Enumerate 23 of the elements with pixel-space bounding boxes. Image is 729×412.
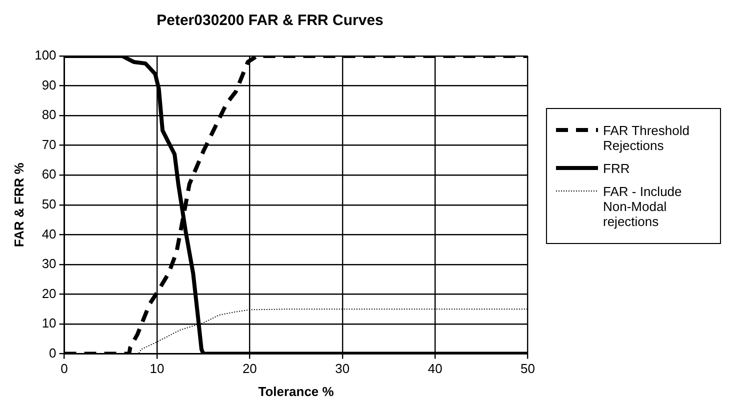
y-tick-label: 30	[42, 256, 56, 272]
y-tick-label: 50	[42, 196, 56, 212]
y-tick-label: 60	[42, 166, 56, 182]
y-tick-label: 20	[42, 286, 56, 301]
x-tick-label: 30	[335, 361, 350, 376]
y-tick-label: 90	[42, 77, 56, 92]
y-tick-label: 70	[42, 136, 56, 152]
x-tick-label: 40	[428, 361, 442, 376]
legend-label: FAR Threshold Rejections	[603, 123, 690, 153]
y-tick-label: 10	[42, 316, 56, 331]
y-tick-label: 100	[34, 48, 56, 63]
y-tick-label: 80	[42, 107, 56, 122]
x-tick-label: 10	[150, 361, 164, 376]
x-tick-label: 0	[60, 361, 68, 376]
y-tick-label: 0	[49, 345, 56, 360]
chart-title: Peter030200 FAR & FRR Curves	[156, 12, 384, 30]
x-tick-label: 50	[520, 361, 536, 376]
legend-label: FRR	[603, 161, 630, 176]
y-tick-label: 40	[42, 226, 56, 242]
y-axis-title: FAR & FRR %	[11, 162, 26, 248]
legend-label: FAR - Include Non-Modal rejections	[603, 184, 683, 229]
x-tick-label: 20	[242, 361, 257, 376]
x-axis-title: Tolerance %	[258, 384, 334, 399]
